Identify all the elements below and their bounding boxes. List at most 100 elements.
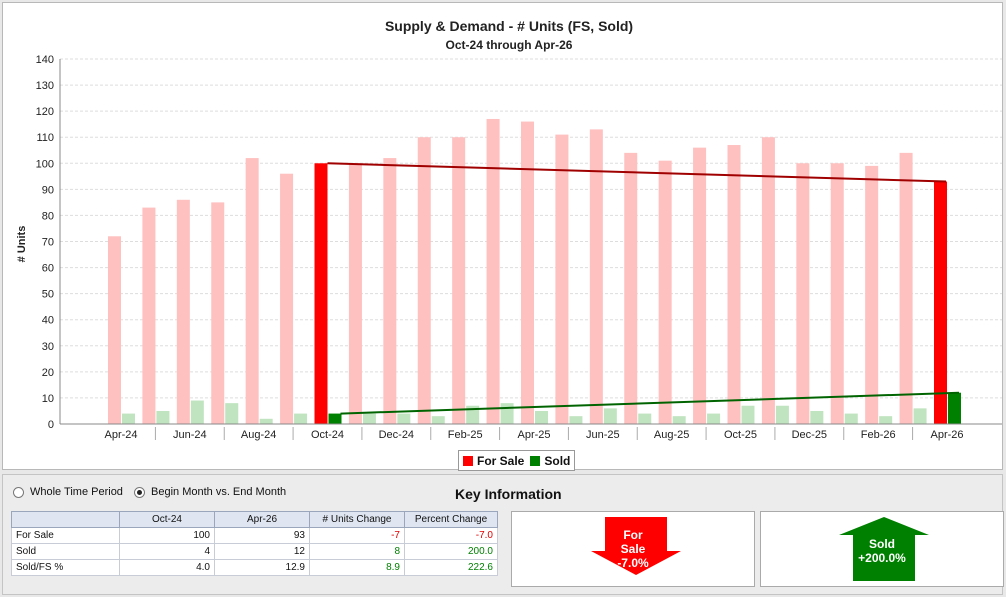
cell-begin: 4.0: [119, 559, 215, 576]
y-tick-label: 110: [36, 132, 54, 144]
bar-for-sale: [176, 199, 190, 424]
table-header: Percent Change: [404, 511, 498, 528]
y-tick-label: 40: [42, 315, 54, 327]
table-header: Oct-24: [119, 511, 215, 528]
bar-for-sale: [796, 163, 810, 425]
y-tick-label: 70: [42, 237, 54, 249]
key-info-table: Oct-24 Apr-26 # Units Change Percent Cha…: [11, 511, 498, 576]
bar-for-sale: [142, 207, 156, 424]
x-tick-label: Apr-24: [104, 429, 137, 441]
table-header: # Units Change: [309, 511, 405, 528]
x-tick-label: Jun-25: [586, 429, 620, 441]
bar-sold: [225, 403, 239, 424]
x-tick-label: Aug-25: [654, 429, 689, 441]
bar-sold: [259, 418, 273, 424]
bar-sold: [569, 416, 583, 424]
radio-selected-icon[interactable]: [134, 486, 145, 498]
x-tick-label: Apr-25: [517, 429, 550, 441]
bar-for-sale: [383, 158, 397, 425]
bar-sold: [741, 405, 755, 424]
cell-change: -7: [309, 527, 405, 544]
bar-for-sale: [245, 158, 259, 425]
bar-for-sale: [761, 137, 775, 424]
bar-for-sale: [727, 145, 741, 425]
chart-title: Supply & Demand - # Units (FS, Sold): [385, 18, 633, 34]
bar-for-sale: [934, 181, 947, 424]
chart-legend: For Sale Sold: [458, 450, 576, 471]
trend-lines: [327, 162, 960, 415]
bar-for-sale: [280, 173, 294, 424]
bar-for-sale: [658, 160, 672, 424]
axes: [59, 59, 1002, 425]
chart-subtitle: Oct-24 through Apr-26: [446, 38, 573, 52]
bar-sold: [122, 413, 135, 424]
table-header: Apr-26: [214, 511, 310, 528]
bar-sold: [707, 413, 721, 424]
trend-line-for-sale: [327, 162, 947, 183]
bar-sold: [844, 413, 858, 424]
y-tick-label: 100: [36, 158, 54, 170]
bar-sold: [810, 410, 824, 424]
bar-sold: [500, 403, 514, 424]
bars: [108, 118, 961, 425]
cell-begin: 4: [119, 543, 215, 560]
bar-for-sale: [624, 152, 638, 424]
key-info-title: Key Information: [455, 486, 562, 502]
radio-label-begin-vs-end: Begin Month vs. End Month: [151, 486, 287, 498]
bar-sold: [156, 410, 170, 424]
sold-change-card: Sold +200.0%: [760, 511, 1004, 587]
bar-sold: [913, 408, 927, 424]
x-tick-label: Dec-24: [379, 429, 414, 441]
x-tick-label: Dec-25: [792, 429, 827, 441]
x-tick-label: Feb-26: [861, 429, 896, 441]
cell-pct: -7.0: [404, 527, 498, 544]
legend-swatch-sold: [530, 455, 541, 466]
bar-for-sale: [521, 121, 534, 425]
bar-for-sale: [589, 129, 603, 424]
radio-begin-vs-end-month[interactable]: Begin Month vs. End Month: [134, 486, 286, 498]
table-row: Sold/FS % 4.0 12.9 8.9 222.6: [11, 559, 498, 576]
y-tick-label: 120: [36, 106, 54, 118]
bar-for-sale: [486, 118, 500, 424]
bar-sold: [362, 413, 376, 424]
y-tick-label: 80: [42, 210, 54, 222]
bar-for-sale: [555, 134, 569, 424]
bar-sold: [294, 413, 308, 424]
chart-panel: Supply & Demand - # Units (FS, Sold) Oct…: [2, 2, 1003, 471]
radio-whole-time-period[interactable]: Whole Time Period: [13, 486, 123, 498]
bar-sold: [775, 405, 789, 424]
table-header-row: Oct-24 Apr-26 # Units Change Percent Cha…: [11, 511, 498, 528]
legend-label-for-sale: For Sale: [477, 453, 525, 468]
radio-label-whole-time-period: Whole Time Period: [30, 486, 123, 498]
y-tick-label: 20: [42, 367, 54, 379]
y-ticks: 0 10 20 30 40 50 60 70 80 90 100 110 120 130 140: [36, 54, 54, 431]
x-tick-label: Oct-24: [311, 429, 344, 441]
y-tick-label: 30: [42, 341, 54, 353]
bar-sold: [638, 413, 652, 424]
cell-pct: 200.0: [404, 543, 498, 560]
legend-swatch-for-sale: [463, 455, 473, 466]
cell-change: 8.9: [309, 559, 405, 576]
x-tick-label: Feb-25: [448, 429, 483, 441]
cell-end: 12: [214, 543, 310, 560]
cell-begin: 100: [119, 527, 215, 544]
bar-sold: [672, 416, 686, 424]
y-tick-label: 60: [42, 263, 54, 275]
cell-pct: 222.6: [404, 559, 498, 576]
bar-for-sale: [452, 137, 466, 424]
bar-sold: [879, 416, 893, 424]
bar-for-sale: [830, 163, 844, 425]
radio-circle-icon[interactable]: [13, 486, 24, 498]
y-tick-label: 90: [42, 184, 54, 196]
y-tick-label: 130: [36, 80, 54, 92]
x-tick-label: Aug-24: [241, 429, 276, 441]
supply-demand-chart: Supply & Demand - # Units (FS, Sold) Oct…: [16, 18, 1002, 441]
bar-sold: [603, 408, 617, 424]
y-axis-label: # Units: [16, 226, 28, 263]
legend-item-for-sale: For Sale: [463, 454, 524, 468]
y-tick-label: 140: [36, 54, 54, 66]
y-tick-label: 10: [42, 393, 54, 405]
arrow-up-icon: [839, 517, 929, 581]
bar-for-sale: [108, 236, 121, 424]
x-tick-label: Oct-25: [724, 429, 757, 441]
